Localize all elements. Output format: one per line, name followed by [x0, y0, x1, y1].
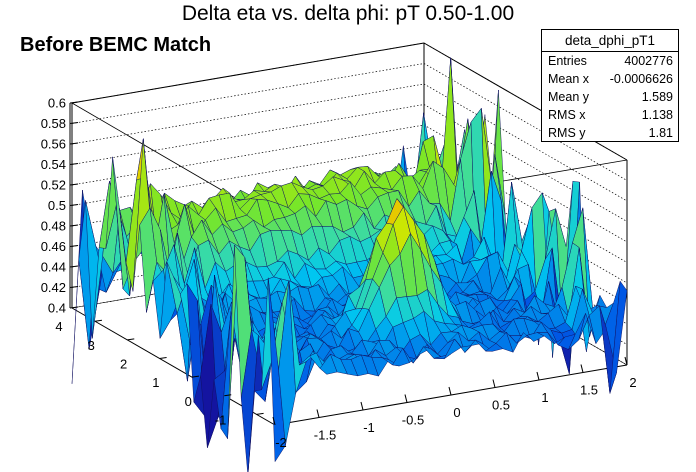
z-gridline: [71, 83, 628, 202]
stats-row-mean-y: Mean y 1.589: [542, 88, 678, 106]
z-tick-label: 0.5: [48, 198, 66, 213]
z-tick: [69, 286, 79, 288]
surface-mesh: [71, 57, 628, 472]
z-tick-label: 0.52: [41, 178, 66, 193]
x-tick-label: 0.5: [492, 398, 510, 413]
stats-row-rms-y: RMS y 1.81: [542, 124, 678, 142]
stats-box-title: deta_dphi_pT1: [542, 30, 678, 52]
y-tick: [127, 338, 135, 341]
y-tick: [94, 319, 103, 322]
x-tick-label: -1: [363, 420, 375, 435]
y-tick-label: 2: [120, 356, 127, 371]
stats-box: deta_dphi_pT1 Entries 4002776 Mean x -0.…: [541, 29, 679, 142]
z-tick-label: 0.54: [41, 157, 66, 172]
stats-label: Mean y: [548, 90, 589, 104]
z-gridline: [71, 104, 628, 222]
z-tick-label: 0.58: [41, 116, 66, 131]
z-gridline: [71, 42, 628, 161]
y-tick-label: -1: [215, 412, 227, 427]
z-axis-ticks: 0.4 0.42 0.44 0.46 0.48 0.5 0.52 0.54 0.56 0.58 0.…: [41, 96, 79, 316]
z-gridline: [71, 63, 628, 181]
surface-cell: [609, 280, 628, 394]
stats-value: 1.589: [641, 90, 673, 104]
x-tick: [404, 394, 408, 403]
x-tick: [272, 416, 276, 426]
y-tick: [256, 412, 264, 415]
z-tick-label: 0.48: [41, 219, 66, 234]
z-tick: [69, 204, 79, 206]
z-tick-label: 0.6: [48, 96, 66, 111]
stats-label: Mean x: [548, 72, 589, 86]
stats-row-mean-x: Mean x -0.0006626: [542, 70, 678, 88]
x-tick-label: 1: [541, 390, 548, 405]
stats-row-entries: Entries 4002776: [542, 52, 678, 70]
chart-title: Delta eta vs. delta phi: pT 0.50-1.00: [181, 2, 515, 25]
z-tick: [69, 142, 79, 145]
z-tick: [69, 101, 79, 104]
stats-value: 1.81: [648, 126, 673, 140]
chart-subtitle: Before BEMC Match: [20, 34, 212, 56]
y-tick-label: 4: [55, 319, 62, 334]
stats-label: RMS y: [548, 126, 586, 140]
z-tick-label: 0.46: [41, 239, 66, 254]
x-tick-label: 1.5: [580, 383, 598, 398]
x-tick: [316, 409, 320, 418]
z-tick-label: 0.4: [48, 301, 66, 316]
x-tick: [580, 364, 584, 373]
z-tick-label: 0.56: [41, 137, 66, 152]
stats-value: 1.138: [641, 108, 673, 122]
stats-label: Entries: [548, 54, 587, 68]
y-tick-label: 3: [88, 338, 95, 353]
x-tick: [536, 371, 540, 381]
x-tick-label: 2: [629, 375, 636, 390]
z-tick: [69, 224, 79, 227]
z-tick: [69, 245, 79, 247]
stats-value: -0.0006626: [609, 72, 673, 86]
z-tick: [69, 183, 79, 186]
x-axis-ticks: -2 -1.5 -1 -0.5 0 0.5 1 1.5 2: [272, 356, 637, 450]
y-tick-label: 1: [152, 375, 159, 390]
stats-value: 4002776: [624, 54, 673, 68]
z-tick: [69, 306, 79, 309]
stats-row-rms-x: RMS x 1.138: [542, 106, 678, 124]
y-axis-ticks: -1 0 1 2 3 4: [55, 319, 264, 427]
y-tick-label: 0: [185, 394, 192, 409]
z-tick: [69, 265, 79, 268]
z-tick: [69, 163, 79, 165]
x-tick: [492, 379, 496, 388]
x-tick: [360, 401, 364, 411]
stats-label: RMS x: [548, 108, 586, 122]
y-tick: [191, 375, 199, 378]
x-tick: [624, 356, 628, 366]
y-tick: [224, 394, 232, 397]
x-tick-label: -2: [275, 435, 287, 450]
x-tick-label: -1.5: [314, 428, 336, 443]
y-tick: [159, 356, 167, 359]
x-tick: [448, 386, 452, 396]
x-tick-label: 0: [453, 405, 460, 420]
x-tick-label: -0.5: [402, 413, 424, 428]
z-tick-label: 0.42: [41, 280, 66, 295]
z-tick: [69, 122, 79, 124]
z-tick-label: 0.44: [41, 260, 66, 275]
